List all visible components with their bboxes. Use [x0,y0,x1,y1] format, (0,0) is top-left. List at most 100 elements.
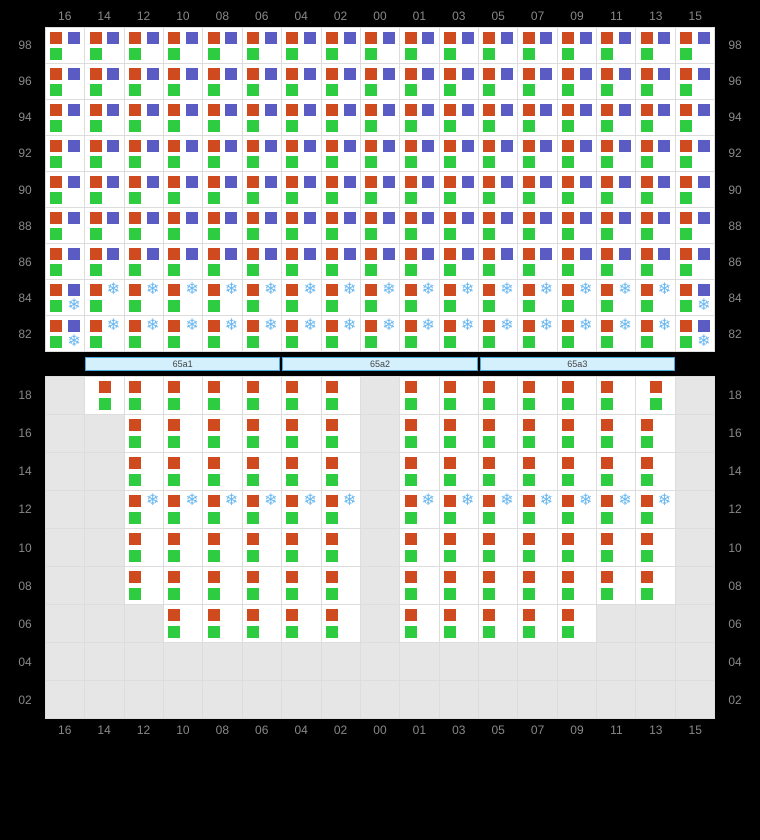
cell[interactable] [281,243,320,279]
cell[interactable] [596,27,635,63]
cell[interactable] [439,414,478,452]
cell[interactable] [478,414,517,452]
cell[interactable] [675,63,714,99]
cell[interactable] [202,27,241,63]
cell[interactable] [124,171,163,207]
cell[interactable] [360,452,399,490]
cell[interactable] [84,27,123,63]
cell[interactable] [439,376,478,414]
cell[interactable]: ❄ [242,279,281,315]
cell[interactable] [321,243,360,279]
cell[interactable] [439,642,478,680]
cell[interactable] [675,566,714,604]
cell[interactable] [675,135,714,171]
cell[interactable] [517,680,556,718]
cell[interactable]: ❄ [439,279,478,315]
cell[interactable] [124,63,163,99]
cell[interactable] [124,99,163,135]
cell[interactable] [557,528,596,566]
cell[interactable] [45,171,84,207]
cell[interactable] [124,528,163,566]
cell[interactable] [635,452,674,490]
cell[interactable] [84,63,123,99]
cell[interactable] [478,63,517,99]
cell[interactable] [163,171,202,207]
cell[interactable] [557,452,596,490]
cell[interactable] [557,171,596,207]
cell[interactable] [84,642,123,680]
cell[interactable]: ❄ [124,279,163,315]
cell[interactable] [84,566,123,604]
cell[interactable] [321,207,360,243]
cell[interactable] [517,452,556,490]
cell[interactable] [163,63,202,99]
cell[interactable] [517,99,556,135]
cell[interactable] [84,680,123,718]
cell[interactable] [596,528,635,566]
cell[interactable] [439,27,478,63]
cell[interactable] [321,414,360,452]
cell[interactable] [84,414,123,452]
cell[interactable] [478,27,517,63]
cell[interactable] [557,680,596,718]
cell[interactable] [517,207,556,243]
cell[interactable] [202,642,241,680]
cell[interactable] [163,243,202,279]
cell[interactable] [439,680,478,718]
cell[interactable] [242,207,281,243]
cell[interactable] [45,452,84,490]
cell[interactable]: ❄ [163,315,202,351]
cell[interactable] [635,566,674,604]
cell[interactable] [84,604,123,642]
cell[interactable] [478,566,517,604]
cell[interactable] [163,207,202,243]
cell[interactable] [321,680,360,718]
cell[interactable] [45,376,84,414]
cell[interactable]: ❄ [517,490,556,528]
cell[interactable] [675,171,714,207]
cell[interactable] [399,99,438,135]
cell[interactable] [124,207,163,243]
cell[interactable] [635,604,674,642]
cell[interactable] [675,414,714,452]
cell[interactable] [202,63,241,99]
cell[interactable] [635,680,674,718]
cell[interactable] [596,243,635,279]
cell[interactable]: ❄ [596,279,635,315]
cell[interactable] [596,414,635,452]
cell[interactable] [321,171,360,207]
cell[interactable] [45,414,84,452]
cell[interactable] [163,680,202,718]
cell[interactable] [478,452,517,490]
cell[interactable]: ❄ [202,315,241,351]
cell[interactable]: ❄ [321,279,360,315]
cell[interactable] [163,642,202,680]
cell[interactable] [45,63,84,99]
cell[interactable] [321,376,360,414]
cell[interactable]: ❄ [596,490,635,528]
cell[interactable] [596,604,635,642]
cell[interactable]: ❄ [557,315,596,351]
cell[interactable] [163,604,202,642]
cell[interactable]: ❄ [281,315,320,351]
cell[interactable] [478,99,517,135]
cell[interactable] [163,528,202,566]
cell[interactable] [84,528,123,566]
cell[interactable] [163,452,202,490]
cell[interactable] [517,171,556,207]
cell[interactable] [399,452,438,490]
cell[interactable] [557,566,596,604]
cell[interactable] [281,171,320,207]
cell[interactable] [517,63,556,99]
cell[interactable] [360,27,399,63]
cell[interactable] [439,207,478,243]
cell[interactable] [517,376,556,414]
cell[interactable] [84,99,123,135]
cell[interactable] [163,99,202,135]
cell[interactable] [321,99,360,135]
cell[interactable] [124,376,163,414]
cell[interactable] [399,642,438,680]
cell[interactable] [242,171,281,207]
cell[interactable]: ❄ [124,490,163,528]
cell[interactable] [675,642,714,680]
